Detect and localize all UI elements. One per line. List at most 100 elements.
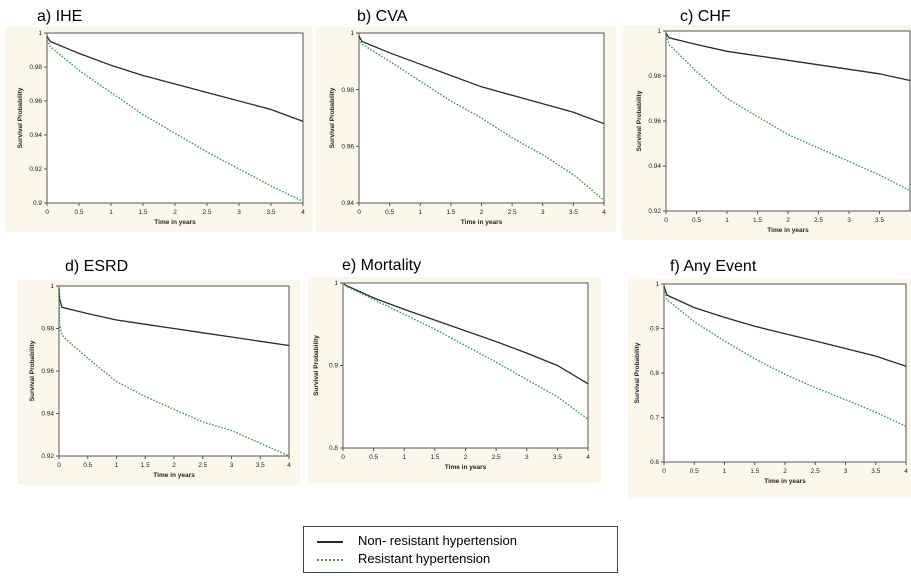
legend-item: Non- resistant hypertension xyxy=(304,533,617,551)
x-tick-label: 2 xyxy=(783,468,787,475)
plot-frame xyxy=(358,32,605,204)
legend-label: Resistant hypertension xyxy=(358,551,491,566)
plot-frame xyxy=(58,285,290,457)
y-tick-label: 0.98 xyxy=(29,64,42,71)
x-tick-label: 0 xyxy=(662,468,666,475)
x-tick-label: 3.5 xyxy=(875,217,884,224)
legend-item: Resistant hypertension xyxy=(304,551,617,569)
x-tick-label: 2.5 xyxy=(508,209,517,216)
legend-swatch-solid xyxy=(317,541,343,543)
x-tick-label: 3 xyxy=(525,454,529,461)
x-tick-label: 2 xyxy=(464,454,468,461)
series-line-non-resistant xyxy=(663,285,907,367)
y-tick-label: 1 xyxy=(350,30,354,37)
x-tick-label: 3 xyxy=(844,468,848,475)
y-tick-label: 0.9 xyxy=(650,326,659,333)
survival-plot-mortality: 0 0.5 1 1.5 2 2.5 3 3.5 4 1 0.9 0.8 Time in years Sur… xyxy=(313,280,590,471)
x-tick-label: 1.5 xyxy=(430,454,439,461)
x-tick-label: 3.5 xyxy=(266,209,275,216)
series-line-resistant xyxy=(46,39,304,202)
legend: Non- resistant hypertension Resistant hy… xyxy=(303,526,618,573)
y-tick-label: 1 xyxy=(38,30,42,37)
x-axis-label: Time in years xyxy=(461,219,503,226)
y-axis-label: Survival Probability xyxy=(17,87,24,148)
x-tick-label: 0 xyxy=(357,209,361,216)
x-axis-label: Time in years xyxy=(767,227,809,234)
plot-frame xyxy=(663,283,907,463)
chart-title: b) CVA xyxy=(357,8,408,25)
y-tick-label: 1 xyxy=(657,28,661,35)
x-tick-label: 2 xyxy=(173,209,177,216)
y-tick-label: 0.96 xyxy=(648,118,661,125)
x-axis-label: Time in years xyxy=(445,464,487,471)
y-axis-label: Survival Probability xyxy=(636,90,643,151)
x-tick-label: 1 xyxy=(109,209,113,216)
x-tick-label: 0.5 xyxy=(369,454,378,461)
x-tick-label: 0 xyxy=(57,462,61,469)
x-tick-label: 0.5 xyxy=(74,209,83,216)
y-axis-label: Survival Probability xyxy=(634,342,641,403)
x-tick-label: 2 xyxy=(786,217,790,224)
x-axis-label: Time in years xyxy=(153,472,195,479)
y-tick-label: 0.94 xyxy=(341,200,354,207)
x-tick-label: 2 xyxy=(480,209,484,216)
survival-plot-ihe: 0 0.5 1 1.5 2 2.5 3 3.5 4 1 0.98 0.96 0.94 0.92 0.9 Tim… xyxy=(17,30,305,226)
y-tick-label: 0.7 xyxy=(650,415,659,422)
y-tick-label: 0.96 xyxy=(341,144,354,151)
y-tick-label: 1 xyxy=(50,283,54,290)
y-tick-label: 0.9 xyxy=(329,363,338,370)
chart-title: e) Mortality xyxy=(342,257,422,274)
y-axis-label: Survival Probability xyxy=(29,340,36,401)
plot-frame xyxy=(665,30,911,212)
x-tick-label: 1 xyxy=(723,468,727,475)
x-tick-label: 2.5 xyxy=(202,209,211,216)
x-tick-label: 3.5 xyxy=(569,209,578,216)
x-axis-label: Time in years xyxy=(764,478,806,485)
x-tick-label: 3 xyxy=(541,209,545,216)
x-tick-label: 3.5 xyxy=(871,468,880,475)
y-tick-label: 0.96 xyxy=(41,368,54,375)
series-line-non-resistant xyxy=(58,288,290,347)
x-tick-label: 0 xyxy=(341,454,345,461)
x-tick-label: 1.5 xyxy=(141,462,150,469)
series-line-resistant xyxy=(665,35,911,192)
x-tick-label: 1 xyxy=(402,454,406,461)
series-line-resistant xyxy=(58,288,290,457)
y-tick-label: 0.98 xyxy=(648,73,661,80)
x-tick-label: 4 xyxy=(602,209,606,216)
survival-plot-esrd: 0 0.5 1 1.5 2 2.5 3 3.5 4 1 0.98 0.96 0.94 0.92 Time i… xyxy=(29,283,291,479)
chart-title: a) IHE xyxy=(37,8,83,25)
x-tick-label: 0 xyxy=(45,209,49,216)
x-tick-label: 0.5 xyxy=(83,462,92,469)
y-tick-label: 0.92 xyxy=(648,208,661,215)
y-axis-label: Survival Probability xyxy=(313,335,320,396)
y-tick-label: 0.94 xyxy=(41,411,54,418)
chart-title: d) ESRD xyxy=(65,258,129,275)
legend-swatch-dotted xyxy=(317,559,343,561)
y-tick-label: 0.92 xyxy=(41,453,54,460)
x-tick-label: 4 xyxy=(904,468,908,475)
x-tick-label: 2.5 xyxy=(811,468,820,475)
x-tick-label: 2.5 xyxy=(814,217,823,224)
x-tick-label: 0.5 xyxy=(385,209,394,216)
y-tick-label: 1 xyxy=(655,281,659,288)
legend-label: Non- resistant hypertension xyxy=(358,533,517,548)
x-tick-label: 0.5 xyxy=(692,217,701,224)
y-tick-label: 0.9 xyxy=(33,200,42,207)
y-axis-label: Survival Probability xyxy=(329,87,336,148)
survival-plot-any-event: 0 0.5 1 1.5 2 2.5 3 3.5 4 1 0.9 0.8 0.7 0.6 Time in ye… xyxy=(634,281,908,485)
series-line-non-resistant xyxy=(665,32,911,82)
y-tick-label: 0.8 xyxy=(329,445,338,452)
survival-plot-chf: 0 0.5 1 1.5 2 2.5 3 3.5 1 0.98 0.96 0.94 0.92 Time in… xyxy=(636,28,911,234)
series-line-resistant xyxy=(342,282,589,420)
series-line-resistant xyxy=(358,38,605,201)
x-tick-label: 3 xyxy=(847,217,851,224)
x-tick-label: 2.5 xyxy=(198,462,207,469)
x-tick-label: 1.5 xyxy=(750,468,759,475)
x-tick-label: 1.5 xyxy=(138,209,147,216)
plot-frame xyxy=(342,282,589,449)
x-tick-label: 3.5 xyxy=(553,454,562,461)
x-tick-label: 2 xyxy=(172,462,176,469)
x-tick-label: 3 xyxy=(230,462,234,469)
series-line-non-resistant xyxy=(358,35,605,125)
